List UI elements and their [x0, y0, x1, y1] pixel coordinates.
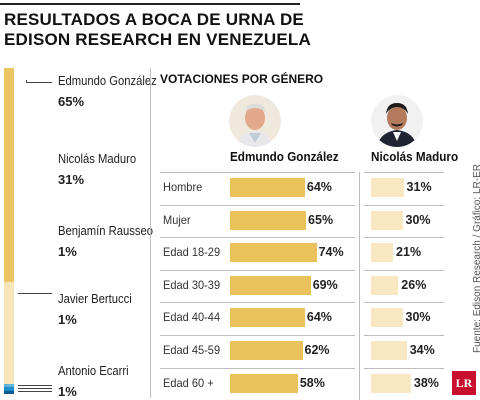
row-separator — [364, 335, 444, 336]
gender-panel-title: VOTACIONES POR GÉNERO — [160, 72, 324, 86]
chart-title-line-2: EDISON RESEARCH EN VENEZUELA — [4, 30, 311, 49]
candidate-percent: 1% — [58, 244, 77, 259]
value-label-gonzalez: 58% — [299, 375, 325, 390]
bar-gonzalez — [230, 308, 305, 328]
top-rule — [0, 3, 300, 5]
row-label: Edad 30-39 — [163, 277, 221, 292]
row-label: Mujer — [163, 212, 191, 227]
stack-segment-3 — [4, 387, 14, 391]
vote-share-stacked-bar — [4, 68, 14, 394]
stack-segment-4 — [4, 390, 14, 394]
leader-line — [26, 80, 52, 83]
value-label-gonzalez: 64% — [306, 180, 332, 194]
leader-line — [18, 373, 52, 393]
candidate-name: Javier Bertucci — [58, 292, 132, 306]
row-separator — [364, 302, 444, 304]
row-label: Hombre — [163, 180, 203, 194]
row-separator — [364, 237, 444, 239]
column-divider — [359, 172, 360, 400]
row-label: Edad 45-59 — [163, 343, 221, 357]
row-separator — [160, 335, 355, 336]
bar-maduro — [371, 341, 407, 360]
value-label-gonzalez: 64% — [306, 310, 332, 325]
candidate-name: Nicolás Maduro — [58, 152, 137, 166]
bar-gonzalez — [230, 341, 303, 360]
value-label-maduro: 34% — [409, 343, 435, 357]
bar-maduro — [371, 373, 411, 393]
candidate-name: Benjamín Rausseo — [58, 224, 154, 238]
lr-logo: LR — [452, 371, 476, 395]
candidate-name: Edmundo González — [58, 74, 157, 88]
stack-segment-1 — [4, 282, 14, 385]
bar-gonzalez — [230, 275, 311, 295]
value-label-maduro: 30% — [405, 212, 431, 227]
row-separator — [364, 172, 444, 173]
gonzalez-photo-icon — [229, 95, 281, 147]
value-label-maduro: 21% — [396, 245, 422, 260]
stack-segment-2 — [4, 384, 14, 388]
column-header-gonzalez: Edmundo González — [230, 149, 339, 164]
candidate-percent: 65% — [58, 94, 85, 109]
row-separator — [364, 204, 444, 206]
row-separator — [160, 367, 355, 369]
value-label-gonzalez: 62% — [304, 343, 330, 357]
row-separator — [364, 269, 444, 271]
value-label-gonzalez: 65% — [308, 212, 334, 227]
value-label-maduro: 26% — [401, 277, 427, 292]
value-label-maduro: 38% — [413, 375, 439, 390]
bar-gonzalez — [230, 243, 317, 263]
stack-segment-0 — [4, 68, 14, 283]
row-separator — [160, 237, 355, 239]
candidate-percent: 31% — [58, 172, 85, 187]
leader-line — [18, 233, 52, 386]
row-separator — [160, 269, 355, 271]
row-separator — [160, 204, 355, 206]
row-label: Edad 60 + — [163, 375, 214, 390]
value-label-maduro: 31% — [406, 180, 432, 194]
bar-gonzalez — [230, 373, 298, 393]
candidate-percent: 1% — [58, 312, 77, 327]
bar-maduro — [371, 210, 403, 230]
candidate-percent: 1% — [58, 384, 77, 399]
row-separator — [160, 302, 355, 304]
bar-maduro — [371, 243, 394, 263]
maduro-photo-icon — [371, 95, 423, 147]
source-note: Fuente: Edison Research / Gráfico: LR-ER — [472, 164, 480, 353]
leader-line — [18, 161, 52, 295]
leader-line — [18, 301, 52, 390]
candidate-name: Antonio Ecarri — [58, 364, 129, 378]
row-separator — [364, 367, 444, 369]
bar-maduro — [371, 308, 403, 328]
bar-maduro — [371, 178, 404, 197]
bar-gonzalez — [230, 210, 307, 230]
row-label: Edad 40-44 — [163, 310, 221, 325]
value-label-gonzalez: 74% — [318, 245, 344, 260]
bar-maduro — [371, 275, 399, 295]
value-label-maduro: 30% — [405, 310, 431, 325]
row-separator — [160, 172, 355, 173]
column-header-maduro: Nicolás Maduro — [371, 149, 459, 164]
chart-title-line-1: RESULTADOS A BOCA DE URNA DE — [4, 10, 304, 29]
value-label-gonzalez: 69% — [312, 277, 338, 292]
bar-gonzalez — [230, 178, 305, 197]
panel-divider — [150, 68, 151, 398]
row-label: Edad 18-29 — [163, 245, 221, 260]
